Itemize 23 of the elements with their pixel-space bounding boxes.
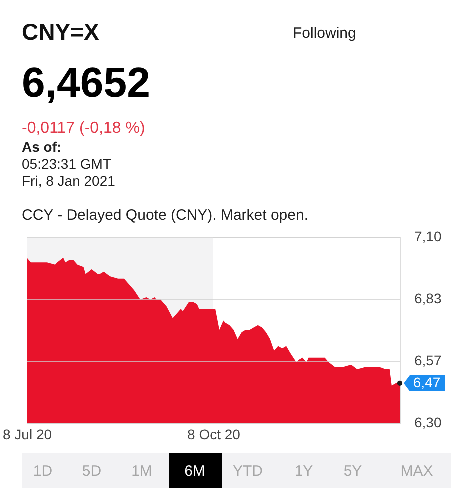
y-tick-label: 6,30 bbox=[414, 414, 442, 430]
text: Following bbox=[293, 25, 356, 42]
text: 1D bbox=[33, 463, 53, 480]
y-tick-label: 6,57 bbox=[414, 352, 442, 368]
text: 6M bbox=[184, 463, 206, 480]
y-tick-label: 7,10 bbox=[414, 228, 442, 244]
text: YTD bbox=[233, 463, 264, 480]
text: 1M bbox=[132, 463, 152, 480]
text: 5D bbox=[82, 463, 102, 480]
text: 6,4652 bbox=[22, 59, 150, 106]
y-tick-label: 6,83 bbox=[414, 290, 442, 307]
text: -0,0117 (-0,18 %) bbox=[22, 120, 146, 137]
x-tick-label: 8 Oct 20 bbox=[188, 426, 241, 442]
text: 1Y bbox=[294, 463, 314, 480]
text: MAX bbox=[400, 463, 434, 480]
chart-title: CNY=X bbox=[22, 19, 100, 45]
annotation: 6,47 bbox=[413, 374, 441, 390]
text: As of: bbox=[22, 139, 62, 155]
chart-subtitle: CCY - Delayed Quote (CNY). Market open. bbox=[22, 207, 309, 224]
x-tick-label: 8 Jul 20 bbox=[2, 426, 52, 442]
text: 05:23:31 GMT bbox=[22, 156, 112, 172]
text: Fri, 8 Jan 2021 bbox=[22, 173, 116, 189]
text: 5Y bbox=[344, 463, 362, 480]
